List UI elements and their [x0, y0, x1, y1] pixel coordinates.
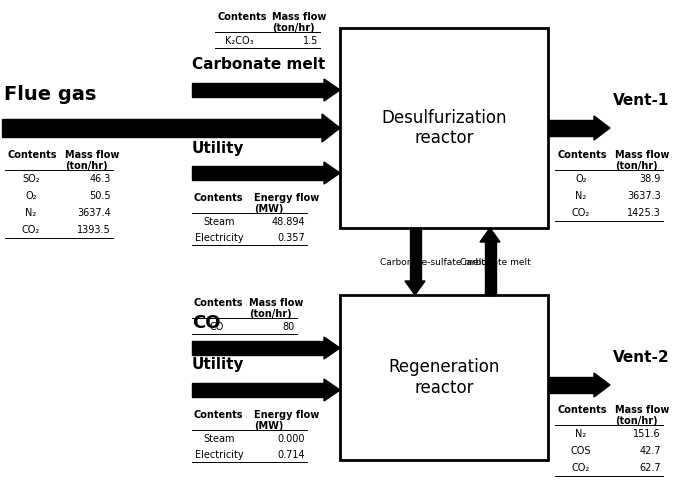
Text: Contents: Contents	[194, 298, 243, 308]
Text: 0.714: 0.714	[277, 450, 305, 460]
Text: Utility: Utility	[192, 141, 245, 156]
Polygon shape	[484, 242, 495, 295]
Text: Energy flow
(MW): Energy flow (MW)	[254, 410, 319, 431]
Text: 38.9: 38.9	[640, 175, 661, 185]
Polygon shape	[192, 83, 324, 97]
Text: 3637.3: 3637.3	[627, 191, 661, 201]
Text: Carbonate-sulfate melt: Carbonate-sulfate melt	[380, 258, 485, 267]
Text: Vent-1: Vent-1	[613, 93, 669, 108]
Text: Flue gas: Flue gas	[4, 85, 96, 104]
Text: Contents: Contents	[194, 193, 243, 203]
Text: Contents: Contents	[557, 405, 606, 415]
Text: 46.3: 46.3	[89, 175, 111, 185]
Text: CO₂: CO₂	[572, 463, 590, 473]
Bar	[340, 28, 548, 228]
Text: Vent-2: Vent-2	[613, 350, 669, 365]
Text: N₂: N₂	[575, 430, 587, 439]
Polygon shape	[594, 116, 610, 140]
Text: CO: CO	[209, 322, 224, 332]
Polygon shape	[322, 114, 340, 142]
Text: Mass flow
(ton/hr): Mass flow (ton/hr)	[272, 12, 326, 33]
Text: Contents: Contents	[557, 150, 606, 160]
Text: CO₂: CO₂	[22, 225, 40, 235]
Text: O₂: O₂	[26, 191, 37, 201]
Polygon shape	[192, 341, 324, 355]
Polygon shape	[405, 281, 425, 295]
Text: Utility: Utility	[192, 357, 245, 372]
Polygon shape	[2, 119, 322, 137]
Text: Contents: Contents	[7, 150, 57, 160]
Text: CO: CO	[192, 314, 220, 332]
Text: 1.5: 1.5	[303, 36, 318, 46]
Polygon shape	[324, 379, 340, 401]
Polygon shape	[410, 228, 421, 281]
Text: Desulfurization
reactor: Desulfurization reactor	[381, 109, 507, 147]
Text: Mass flow
(ton/hr): Mass flow (ton/hr)	[615, 405, 669, 426]
Text: Electricity: Electricity	[195, 233, 243, 243]
Text: Energy flow
(MW): Energy flow (MW)	[254, 193, 319, 214]
Text: O₂: O₂	[575, 175, 587, 185]
Text: 62.7: 62.7	[640, 463, 661, 473]
Text: Carbonate melt: Carbonate melt	[192, 57, 325, 72]
Polygon shape	[192, 383, 324, 397]
Text: Regeneration
reactor: Regeneration reactor	[388, 358, 500, 397]
Text: COS: COS	[571, 446, 591, 456]
Text: Mass flow
(ton/hr): Mass flow (ton/hr)	[615, 150, 669, 171]
Text: 42.7: 42.7	[640, 446, 661, 456]
Text: 1393.5: 1393.5	[77, 225, 111, 235]
Text: Contents: Contents	[217, 12, 267, 22]
Polygon shape	[548, 377, 594, 393]
Text: 0.357: 0.357	[277, 233, 305, 243]
Text: Contents: Contents	[194, 410, 243, 420]
Text: K₂CO₃: K₂CO₃	[225, 36, 254, 46]
Text: 1425.3: 1425.3	[627, 208, 661, 218]
Bar	[340, 295, 548, 460]
Text: Electricity: Electricity	[195, 450, 243, 460]
Text: 0.000: 0.000	[277, 434, 305, 444]
Text: 3637.4: 3637.4	[77, 208, 111, 218]
Text: 151.6: 151.6	[633, 430, 661, 439]
Text: Steam: Steam	[203, 434, 235, 444]
Text: Mass flow
(ton/hr): Mass flow (ton/hr)	[249, 298, 304, 319]
Polygon shape	[480, 228, 500, 242]
Polygon shape	[324, 162, 340, 184]
Text: 50.5: 50.5	[89, 191, 111, 201]
Polygon shape	[324, 79, 340, 101]
Polygon shape	[324, 337, 340, 359]
Text: Steam: Steam	[203, 217, 235, 227]
Polygon shape	[594, 373, 610, 397]
Text: N₂: N₂	[575, 191, 587, 201]
Text: N₂: N₂	[26, 208, 37, 218]
Polygon shape	[548, 120, 594, 136]
Text: 80: 80	[283, 322, 295, 332]
Text: Mass flow
(ton/hr): Mass flow (ton/hr)	[65, 150, 119, 171]
Polygon shape	[192, 166, 324, 180]
Text: SO₂: SO₂	[22, 175, 40, 185]
Text: 48.894: 48.894	[272, 217, 305, 227]
Text: Carbonate melt: Carbonate melt	[460, 258, 531, 267]
Text: CO₂: CO₂	[572, 208, 590, 218]
